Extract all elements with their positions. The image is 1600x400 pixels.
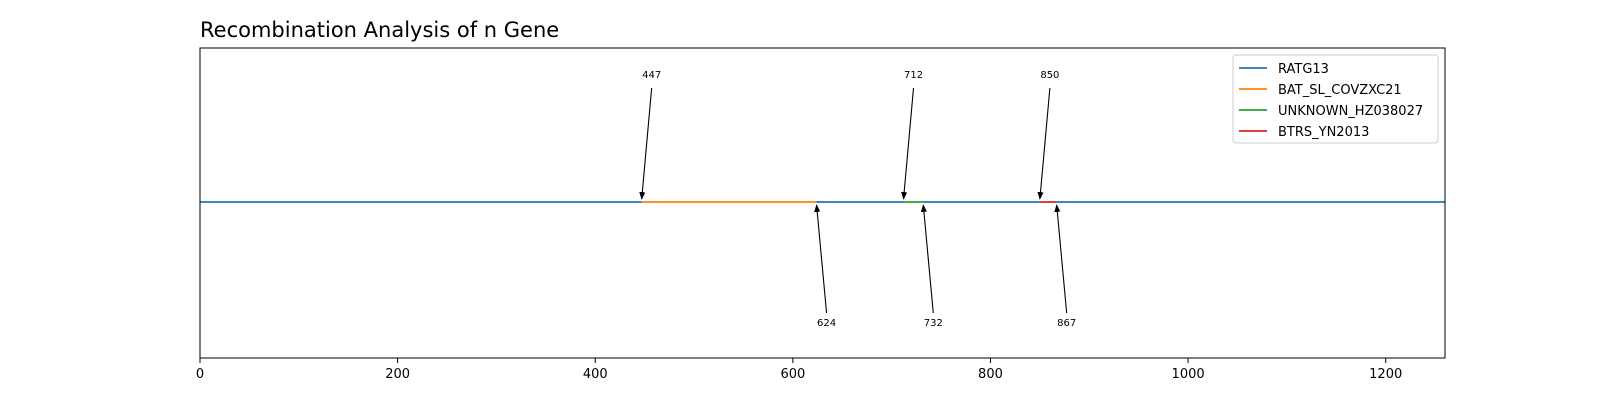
x-tick-label-1: 200 [385, 367, 410, 382]
legend-label-0: RATG13 [1278, 62, 1329, 77]
annotation-arrow-1 [814, 204, 828, 314]
legend-label-3: BTRS_YN2013 [1278, 125, 1369, 140]
annotation-label-3: 732 [924, 318, 943, 329]
annotation-arrow-3 [920, 204, 934, 314]
annotation-label-2: 712 [904, 70, 923, 81]
x-tick-label-2: 400 [583, 367, 608, 382]
annotation-label-0: 447 [642, 70, 661, 81]
plot-frame [199, 47, 1446, 359]
x-tick-label-6: 1200 [1369, 367, 1402, 382]
annotation-arrow-4 [1037, 87, 1051, 200]
x-tick-label-4: 800 [978, 367, 1003, 382]
annotation-label-4: 850 [1040, 70, 1059, 81]
legend-label-2: UNKNOWN_HZ038027 [1278, 104, 1423, 119]
x-tick-label-3: 600 [780, 367, 805, 382]
annotation-arrow-0 [639, 87, 653, 200]
chart-title: Recombination Analysis of n Gene [200, 18, 560, 42]
x-tick-label-5: 1000 [1172, 367, 1205, 382]
annotation-label-5: 867 [1057, 318, 1076, 329]
annotation-arrow-5 [1054, 204, 1068, 314]
legend-label-1: BAT_SL_COVZXC21 [1278, 83, 1402, 98]
annotation-arrow-2 [901, 87, 915, 200]
legend-box [1232, 54, 1439, 144]
annotation-label-1: 624 [817, 318, 836, 329]
x-tick-label-0: 0 [196, 367, 204, 382]
